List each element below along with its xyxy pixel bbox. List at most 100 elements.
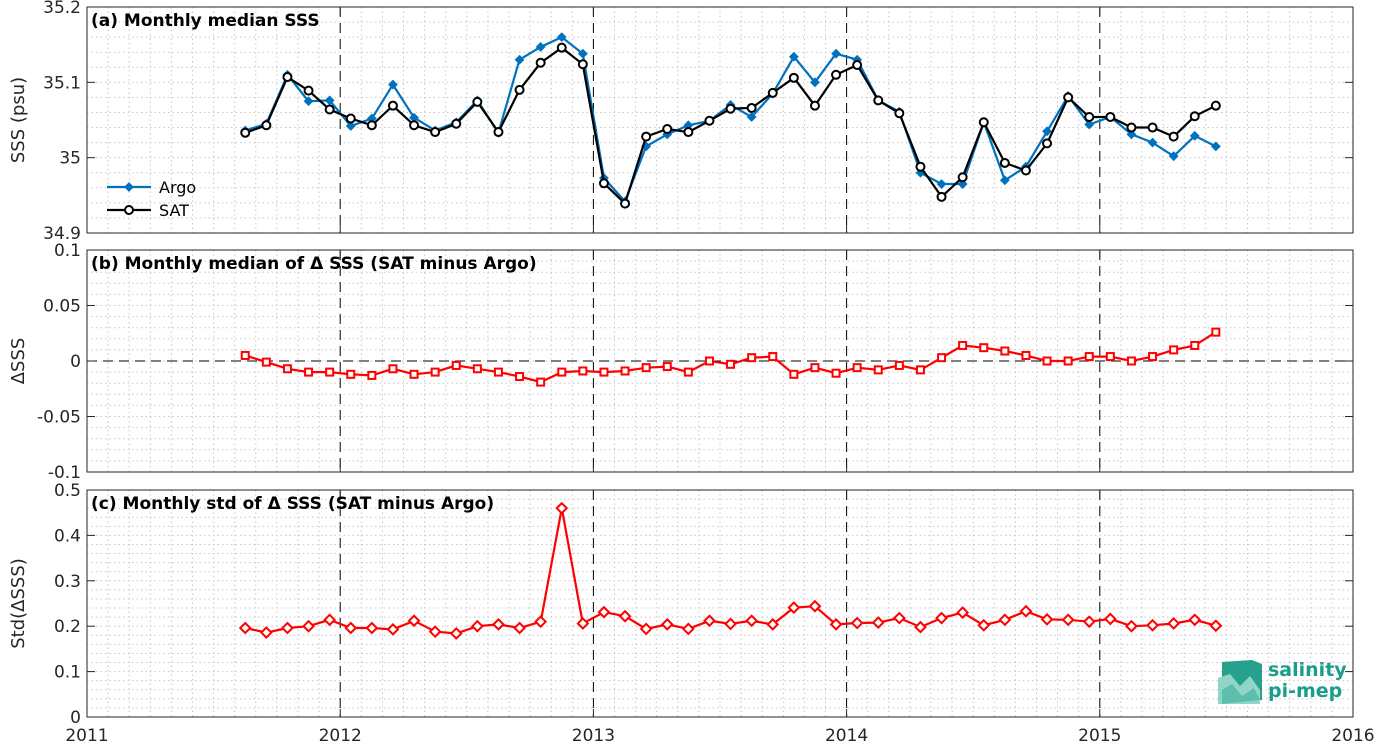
legend-marker bbox=[124, 182, 134, 192]
data-point bbox=[1190, 340, 1200, 350]
data-point bbox=[936, 179, 947, 189]
y-axis-label: ΔSSS bbox=[8, 338, 29, 385]
data-point bbox=[472, 96, 483, 107]
data-point bbox=[892, 611, 906, 625]
legend-label: Argo bbox=[159, 178, 196, 197]
data-point bbox=[556, 42, 567, 53]
data-point bbox=[1063, 356, 1073, 366]
series-argo bbox=[240, 32, 1221, 207]
data-point bbox=[620, 198, 631, 209]
x-tick-label: 2015 bbox=[1078, 726, 1121, 745]
data-point bbox=[557, 367, 567, 377]
data-point bbox=[282, 364, 292, 374]
data-point bbox=[914, 620, 927, 634]
data-point bbox=[577, 48, 588, 59]
data-point bbox=[745, 614, 759, 628]
legend-marker bbox=[124, 205, 134, 215]
data-point bbox=[956, 606, 970, 619]
data-point bbox=[1019, 604, 1033, 618]
x-tick-label: 2014 bbox=[825, 726, 868, 745]
data-point bbox=[915, 365, 925, 375]
data-point bbox=[1063, 92, 1074, 103]
data-point bbox=[681, 622, 695, 636]
data-point bbox=[556, 32, 567, 43]
data-point bbox=[472, 364, 482, 374]
data-point bbox=[576, 617, 590, 630]
legend: Argo SAT bbox=[107, 178, 196, 220]
data-point bbox=[534, 615, 548, 629]
data-point bbox=[1126, 356, 1136, 366]
data-point bbox=[767, 87, 778, 98]
data-point bbox=[683, 127, 694, 138]
data-point bbox=[1210, 100, 1221, 111]
data-point bbox=[871, 616, 885, 629]
data-point bbox=[1147, 137, 1158, 148]
data-point bbox=[703, 614, 716, 628]
data-point bbox=[1189, 111, 1200, 122]
axes-box bbox=[86, 489, 1354, 718]
data-point bbox=[304, 367, 314, 377]
legend-label: SAT bbox=[159, 201, 189, 220]
data-point bbox=[451, 360, 461, 370]
y-tick-label: 34.9 bbox=[43, 224, 81, 244]
y-axis-label: SSS (psu) bbox=[8, 77, 29, 163]
data-point bbox=[1210, 141, 1221, 152]
x-tick-label: 2013 bbox=[572, 726, 615, 745]
data-point bbox=[788, 72, 799, 83]
data-point bbox=[1126, 122, 1137, 133]
y-tick-label: -0.1 bbox=[48, 463, 81, 483]
y-tick-label: 35.2 bbox=[43, 0, 81, 18]
data-point bbox=[578, 366, 588, 376]
data-point bbox=[788, 51, 799, 62]
data-point bbox=[1169, 345, 1179, 355]
data-point bbox=[388, 79, 398, 90]
data-point bbox=[958, 340, 968, 350]
data-point bbox=[303, 85, 314, 96]
logo-line2: pi-mep bbox=[1268, 680, 1342, 702]
data-point bbox=[346, 369, 356, 379]
data-point bbox=[999, 175, 1010, 186]
data-point bbox=[999, 157, 1010, 168]
y-tick-label: 0.4 bbox=[54, 526, 81, 546]
panel-b: -0.1 -0.05 0 0.05 0.1 ΔSSS (b) Monthly median … bbox=[8, 241, 1354, 483]
data-point bbox=[957, 179, 968, 189]
data-point bbox=[789, 369, 799, 379]
data-point bbox=[618, 609, 632, 623]
data-point bbox=[620, 366, 630, 376]
data-point bbox=[852, 363, 862, 373]
data-point bbox=[1061, 613, 1075, 627]
data-point bbox=[873, 95, 884, 106]
data-point bbox=[683, 367, 693, 377]
series-delta-sss bbox=[238, 501, 1223, 640]
y-tick-label: -0.05 bbox=[37, 408, 81, 428]
data-point bbox=[1084, 119, 1095, 130]
y-tick-label: 0.05 bbox=[43, 297, 81, 317]
data-point bbox=[936, 191, 947, 202]
data-point bbox=[704, 356, 714, 366]
data-point bbox=[344, 621, 358, 635]
data-point bbox=[1084, 352, 1094, 362]
y-tick-label: 35.1 bbox=[43, 73, 81, 93]
data-point bbox=[324, 104, 335, 115]
data-point bbox=[641, 131, 652, 142]
data-point bbox=[493, 127, 504, 138]
data-point bbox=[514, 84, 525, 95]
y-tick-label: 35 bbox=[59, 149, 81, 169]
series-line bbox=[244, 35, 1217, 204]
data-point bbox=[451, 118, 462, 129]
data-point bbox=[1042, 356, 1052, 366]
data-point bbox=[1105, 352, 1115, 362]
data-point bbox=[1188, 613, 1202, 627]
data-point bbox=[386, 622, 400, 636]
data-point bbox=[873, 365, 883, 375]
data-point bbox=[1126, 129, 1137, 140]
data-point bbox=[409, 120, 420, 131]
data-point bbox=[726, 359, 736, 369]
data-point bbox=[766, 617, 780, 631]
data-point bbox=[281, 621, 294, 635]
data-point bbox=[513, 621, 526, 635]
x-tick-label: 2016 bbox=[1331, 726, 1374, 745]
data-point bbox=[365, 621, 379, 635]
logo-line1: salinity bbox=[1268, 659, 1347, 681]
data-point bbox=[1021, 350, 1031, 360]
